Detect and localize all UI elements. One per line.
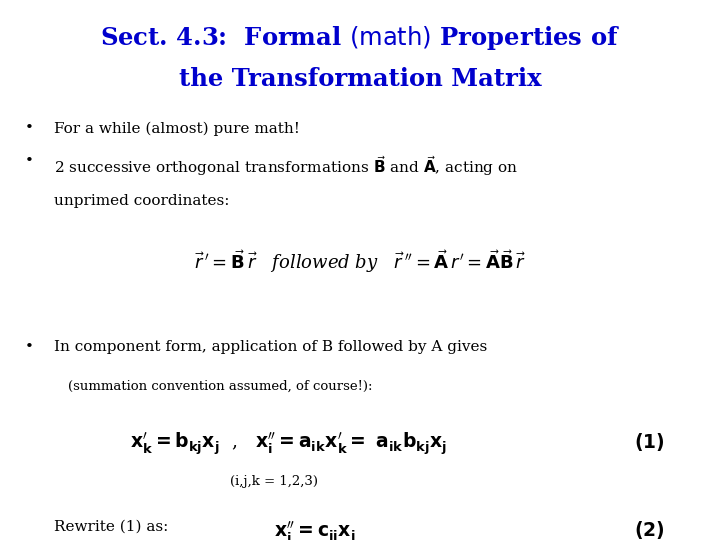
Text: $\mathbf{(1)}$: $\mathbf{(1)}$	[634, 431, 665, 453]
Text: For a while (almost) pure math!: For a while (almost) pure math!	[54, 122, 300, 136]
Text: Rewrite (1) as:: Rewrite (1) as:	[54, 519, 168, 534]
Text: 2 successive orthogonal transformations $\vec{\mathbf{B}}$ and $\vec{\mathbf{A}}: 2 successive orthogonal transformations …	[54, 154, 518, 178]
Text: (summation convention assumed, of course!):: (summation convention assumed, of course…	[68, 380, 373, 393]
Text: •: •	[25, 340, 34, 354]
Text: Sect. 4.3:  Formal $\mathsf{(math)}$ Properties of: Sect. 4.3: Formal $\mathsf{(math)}$ Prop…	[100, 24, 620, 52]
Text: $\vec{r}\,' = \vec{\mathbf{B}}\,\vec{r}$   followed by   $\vec{r}\,'' = \vec{\ma: $\vec{r}\,' = \vec{\mathbf{B}}\,\vec{r}$…	[194, 248, 526, 275]
Text: $\mathbf{x_k' = b_{kj}x_j}$  ,   $\mathbf{x_i'' = a_{ik}x_k' = \ a_{ik}b_{kj}x_j: $\mathbf{x_k' = b_{kj}x_j}$ , $\mathbf{x…	[130, 431, 446, 457]
Text: $\mathbf{(2)}$: $\mathbf{(2)}$	[634, 519, 665, 540]
Text: unprimed coordinates:: unprimed coordinates:	[54, 194, 230, 208]
Text: In component form, application of B followed by A gives: In component form, application of B foll…	[54, 340, 487, 354]
Text: •: •	[25, 122, 34, 136]
Text: $\mathbf{x_i'' = c_{ij}x_j}$: $\mathbf{x_i'' = c_{ij}x_j}$	[274, 519, 355, 540]
Text: the Transformation Matrix: the Transformation Matrix	[179, 68, 541, 91]
Text: •: •	[25, 154, 34, 168]
Text: (i,j,k = 1,2,3): (i,j,k = 1,2,3)	[230, 475, 318, 488]
